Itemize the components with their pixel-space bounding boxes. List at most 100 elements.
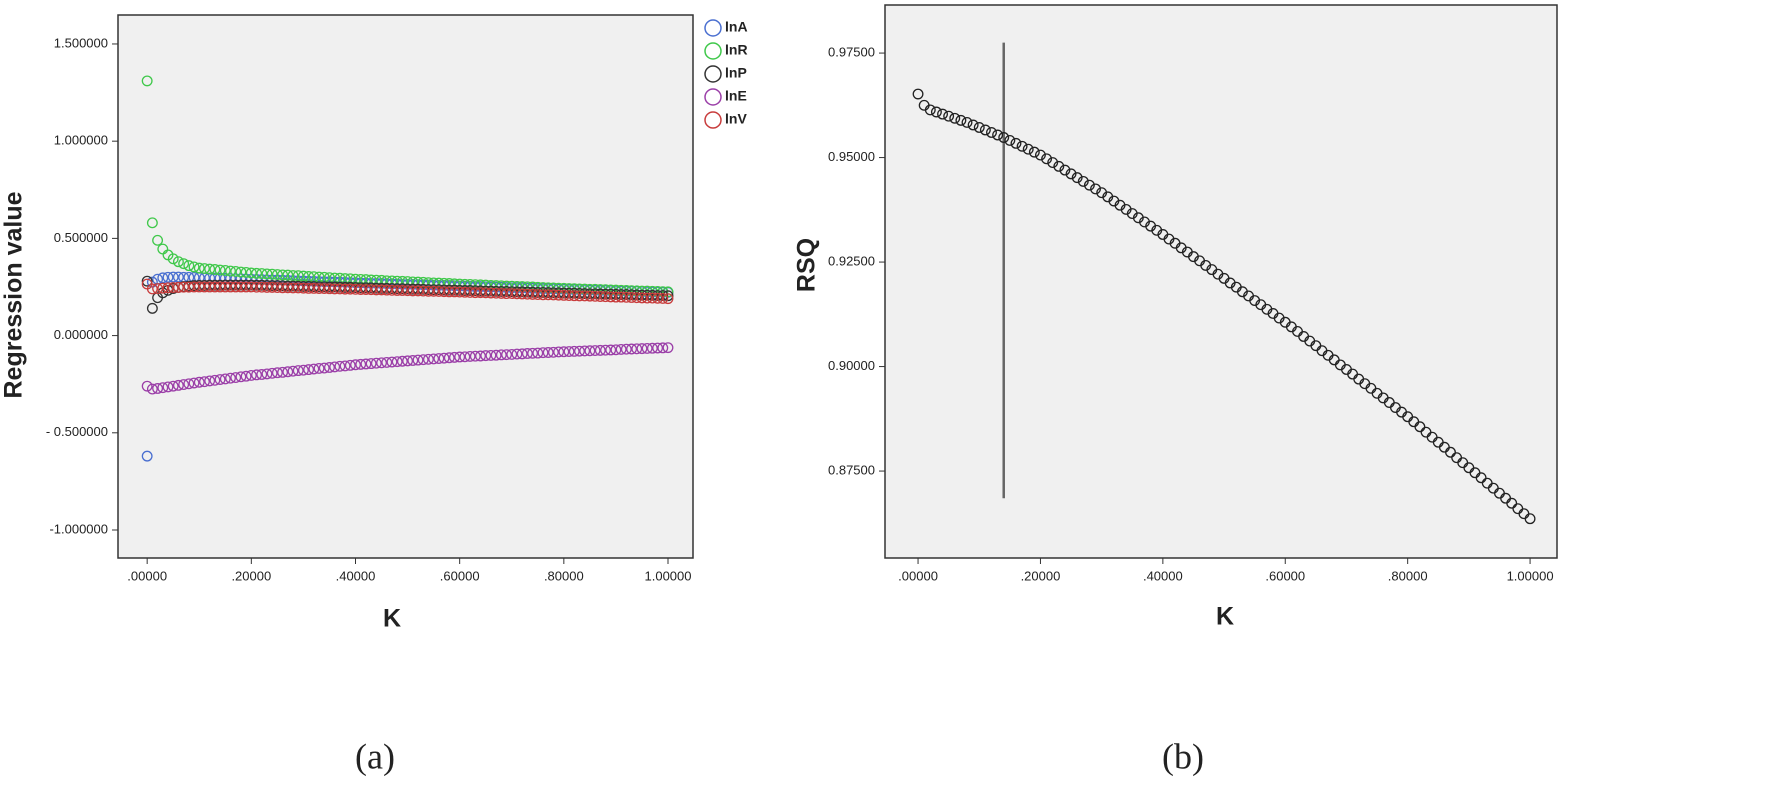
data-point [1071, 172, 1083, 184]
data-point [521, 288, 533, 300]
data-point [381, 284, 393, 296]
data-point [167, 271, 179, 283]
data-point [662, 342, 674, 354]
x-tick-label: .20000 [231, 568, 271, 583]
data-point [422, 353, 434, 365]
data-point [568, 345, 580, 357]
legend-label: lnP [725, 65, 747, 81]
data-point [334, 283, 346, 295]
data-point [657, 342, 669, 354]
data-point [657, 293, 669, 304]
data-point [245, 267, 257, 279]
data-point [214, 272, 226, 284]
data-point [506, 288, 518, 300]
data-point [937, 108, 948, 120]
data-point [308, 282, 320, 294]
data-point [297, 270, 309, 282]
data-point [214, 281, 226, 293]
data-point [199, 376, 210, 388]
data-point [266, 268, 278, 280]
data-point [157, 382, 169, 394]
data-point [370, 357, 382, 369]
data-point [412, 276, 424, 288]
data-point [146, 283, 158, 295]
data-point [1041, 153, 1053, 165]
legend-label: lnA [725, 19, 748, 35]
data-point [266, 367, 278, 379]
data-point [297, 364, 309, 376]
data-point [162, 282, 174, 294]
x-tick-label: .40000 [1143, 568, 1183, 583]
data-point [646, 342, 658, 354]
data-point [303, 364, 315, 376]
data-point [282, 269, 294, 281]
legend-marker [704, 88, 722, 106]
data-point [417, 276, 429, 288]
data-point [1004, 134, 1016, 146]
data-point [167, 282, 179, 294]
data-point [558, 289, 570, 301]
data-point [396, 285, 408, 296]
data-point [225, 281, 236, 293]
data-point [204, 272, 216, 284]
data-point [527, 288, 539, 300]
data-point [282, 366, 294, 378]
legend-marker [704, 19, 722, 37]
data-point [178, 281, 190, 293]
data-point [172, 281, 184, 293]
data-point [615, 291, 627, 303]
data-point [344, 359, 356, 371]
data-point [605, 344, 617, 356]
data-point [292, 270, 304, 282]
data-point [584, 345, 596, 357]
data-point [360, 284, 372, 295]
data-point [318, 362, 330, 374]
data-point [183, 260, 195, 272]
data-point [961, 117, 973, 128]
data-point [495, 349, 507, 361]
data-point [574, 290, 585, 302]
x-tick-label: .00000 [127, 568, 167, 583]
data-point [277, 269, 289, 281]
data-point [537, 289, 549, 301]
data-point [303, 282, 315, 294]
data-point [402, 285, 414, 297]
data-point [162, 271, 174, 283]
data-point [324, 283, 335, 295]
data-point [1090, 183, 1101, 195]
data-point [641, 289, 653, 301]
data-point [537, 347, 549, 359]
data-point [344, 283, 356, 295]
data-point [334, 272, 346, 284]
data-point [256, 268, 268, 280]
y-tick-label: 0.500000 [54, 230, 108, 245]
x-tick-label: .00000 [898, 568, 938, 583]
data-point [626, 292, 637, 303]
data-point [245, 369, 257, 381]
data-point [480, 350, 492, 362]
data-point [527, 347, 539, 359]
data-point [449, 351, 460, 363]
data-point [235, 266, 247, 278]
data-point [511, 288, 523, 300]
data-point [365, 284, 377, 296]
data-point [626, 343, 637, 355]
data-point [386, 284, 398, 296]
data-point [209, 374, 221, 386]
data-point [199, 263, 210, 274]
data-point [532, 347, 544, 359]
data-point [350, 359, 361, 371]
data-point [652, 290, 664, 301]
y-tick-label: 0.97500 [828, 45, 875, 60]
data-point [183, 378, 195, 390]
data-point [334, 360, 346, 372]
data-point [417, 354, 429, 366]
data-point [407, 355, 419, 366]
data-point [610, 288, 622, 300]
legend-label: lnR [725, 42, 748, 58]
data-point [271, 282, 283, 294]
data-point [516, 288, 528, 300]
data-point [501, 349, 512, 361]
data-point [443, 286, 455, 298]
data-point [443, 278, 455, 289]
